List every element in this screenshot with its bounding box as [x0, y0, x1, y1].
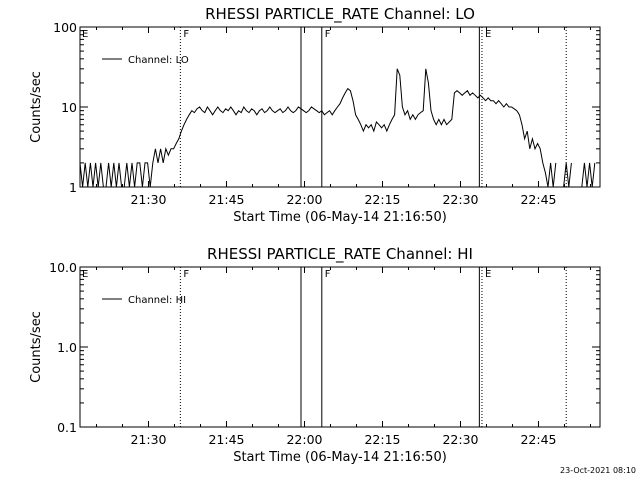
x-tick-label: 21:45 [208, 192, 244, 207]
x-tick-label: 21:30 [130, 432, 166, 447]
y-tick-label: 100 [53, 20, 77, 35]
y-axis-label: Counts/sec [29, 71, 44, 143]
x-axis-label: Start Time (06-May-14 21:16:50) [233, 210, 447, 225]
x-tick-label: 22:00 [286, 432, 322, 447]
x-tick-label: 22:45 [520, 192, 556, 207]
corner-marker-label: E [82, 269, 88, 280]
event-marker-label: F [325, 269, 331, 280]
plot-frame [79, 266, 601, 428]
x-tick-label: 21:45 [208, 432, 244, 447]
event-marker-label: F [183, 29, 189, 40]
event-marker-label: F [183, 269, 189, 280]
event-marker-label: E [485, 269, 491, 280]
x-tick-label: 21:30 [130, 192, 166, 207]
event-marker-label: F [325, 29, 331, 40]
legend-label: Channel: LO [128, 55, 189, 66]
chart-title: RHESSI PARTICLE_RATE Channel: HI [207, 245, 473, 264]
x-tick-label: 22:30 [442, 432, 478, 447]
x-tick-label: 22:45 [520, 432, 556, 447]
chart-panel-2: RHESSI PARTICLE_RATE Channel: HI Start Ti… [29, 245, 601, 465]
x-axis-label: Start Time (06-May-14 21:16:50) [233, 450, 447, 465]
y-tick-label: 0.1 [57, 420, 77, 435]
footer-timestamp: 23-Oct-2021 08:10 [560, 466, 636, 475]
series-line-channel-lo [563, 162, 572, 188]
series-line-channel-lo [579, 162, 596, 188]
x-tick-label: 22:30 [442, 192, 478, 207]
event-marker-label: E [485, 29, 491, 40]
x-tick-label: 22:15 [364, 432, 400, 447]
corner-marker-label: E [82, 29, 88, 40]
x-tick-label: 22:15 [364, 192, 400, 207]
y-axis-label: Counts/sec [29, 311, 44, 383]
y-tick-label: 10.0 [49, 260, 77, 275]
chart-panel-1: RHESSI PARTICLE_RATE Channel: LO Start Ti… [29, 5, 601, 225]
x-tick-label: 22:00 [286, 192, 322, 207]
y-tick-label: 1 [69, 180, 77, 195]
y-tick-label: 10 [61, 100, 77, 115]
y-tick-label: 1.0 [57, 340, 77, 355]
chart-title: RHESSI PARTICLE_RATE Channel: LO [205, 5, 475, 24]
plot-frame [79, 26, 601, 188]
series-line-channel-lo [79, 68, 557, 188]
legend-label: Channel: HI [128, 295, 186, 306]
